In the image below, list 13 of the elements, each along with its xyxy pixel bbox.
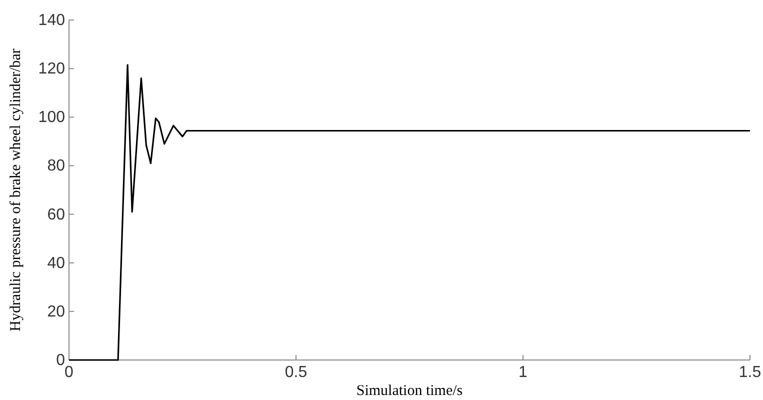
x-tick-label: 1.5 (738, 364, 762, 381)
x-axis-title: Simulation time/s (356, 383, 463, 399)
y-tick-label: 140 (38, 12, 66, 29)
y-tick-label: 80 (47, 158, 66, 175)
y-tick-label: 100 (38, 109, 66, 126)
x-tick-label: 1 (518, 364, 528, 381)
y-tick-label: 60 (47, 206, 66, 224)
y-tick-label: 20 (47, 303, 66, 320)
y-tick-label: 40 (47, 254, 66, 272)
y-tick-label: 120 (38, 60, 66, 78)
y-tick-label: 0 (56, 352, 66, 369)
x-tick-label: 0.5 (284, 364, 308, 381)
y-axis-title: Hydraulic pressure of brake wheel cylinder/bar (8, 48, 24, 332)
